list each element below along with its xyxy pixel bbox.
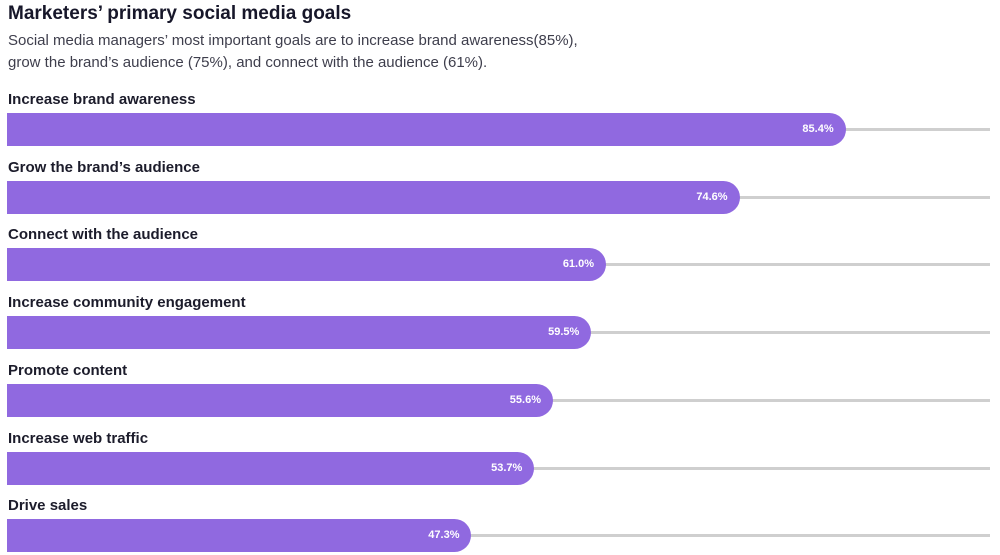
bar-value-label: 47.3% — [428, 529, 460, 542]
chart-subtitle: Social media managers’ most important go… — [8, 30, 578, 74]
bar-value-label: 53.7% — [491, 461, 523, 474]
bar — [7, 451, 535, 485]
category-label: Connect with the audience — [8, 226, 199, 244]
category-label: Grow the brand’s audience — [8, 158, 200, 176]
bar-value-label: 74.6% — [696, 190, 728, 203]
bar-value-label: 85.4% — [802, 123, 834, 135]
category-label: Increase community engagement — [8, 294, 246, 312]
bar-value-label: 61.0% — [562, 258, 595, 271]
category-label: Increase web traffic — [8, 429, 149, 447]
bar-value-label: 59.5% — [548, 326, 580, 339]
bar — [7, 519, 472, 553]
chart-subtitle-line-1: Social media managers’ most important go… — [8, 32, 578, 49]
category-label: Increase brand awareness — [8, 91, 196, 108]
bar — [7, 316, 592, 350]
bar-track — [7, 534, 990, 538]
chart-title: Marketers’ primary social media goals — [8, 3, 352, 24]
bar — [7, 180, 740, 214]
category-label: Drive sales — [8, 497, 88, 515]
chart-subtitle-line-2: grow the brand’s audience (75%), and con… — [8, 54, 488, 71]
category-label: Promote content — [8, 361, 128, 379]
bar — [7, 383, 553, 417]
bar — [7, 248, 607, 282]
bar-value-label: 55.6% — [509, 393, 541, 406]
bar — [7, 113, 846, 146]
